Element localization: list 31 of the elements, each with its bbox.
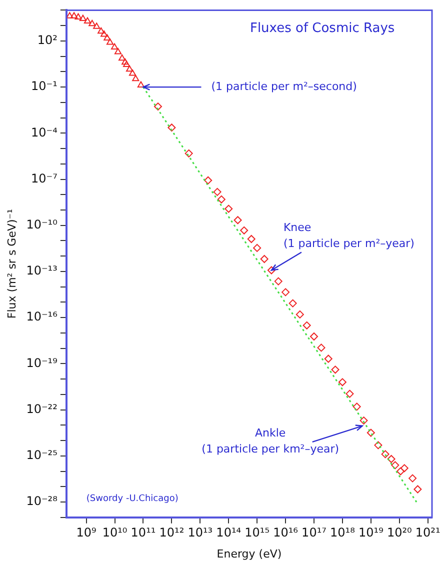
x-tick-label: 10¹⁶ — [273, 526, 298, 540]
x-tick-label: 10¹³ — [188, 526, 213, 540]
x-tick-label: 10¹⁷ — [302, 526, 327, 540]
x-tick-label: 10¹⁴ — [216, 526, 242, 540]
x-axis-title: Energy (eV) — [216, 547, 282, 560]
y-tick-label: 10⁻¹⁶ — [26, 310, 58, 324]
y-tick-label: 10⁻¹⁹ — [26, 356, 58, 370]
y-tick-label: 10⁻¹³ — [26, 264, 58, 278]
x-tick-label: 10¹² — [159, 526, 184, 540]
y-tick-label: 10⁻²⁵ — [26, 448, 58, 462]
y-tick-label: 10⁻¹⁰ — [26, 218, 58, 232]
x-tick-label: 10²⁰ — [386, 526, 412, 540]
x-tick-label: 10¹⁰ — [102, 526, 128, 540]
y-tick-label: 10⁻¹ — [31, 79, 58, 94]
x-tick-label: 10¹⁹ — [358, 526, 384, 540]
x-tick-label: 10⁹ — [76, 526, 97, 540]
x-tick-label: 10²¹ — [415, 526, 440, 540]
y-tick-label: 10⁻²² — [26, 402, 58, 416]
x-tick-label: 10¹⁸ — [330, 526, 356, 540]
annotation: Knee (1 particle per m²–year) — [283, 221, 414, 250]
y-tick-label: 10⁻⁴ — [31, 125, 58, 140]
text: Fluxes of Cosmic Rays — [250, 21, 395, 36]
annotation: (Swordy -U.Chicago) — [86, 494, 178, 504]
y-tick-label: 10² — [37, 33, 58, 48]
annotation: Ankle (1 particle per km²–year) — [202, 426, 340, 456]
y-tick-label: 10⁻²⁸ — [26, 494, 58, 508]
x-tick-label: 10¹⁵ — [244, 526, 270, 540]
annotation: (1 particle per m²–second) — [211, 80, 357, 93]
y-tick-label: 10⁻⁷ — [31, 171, 58, 186]
x-tick-label: 10¹¹ — [130, 526, 156, 540]
y-axis-title: Flux (m² sr s GeV)⁻¹ — [5, 209, 18, 319]
